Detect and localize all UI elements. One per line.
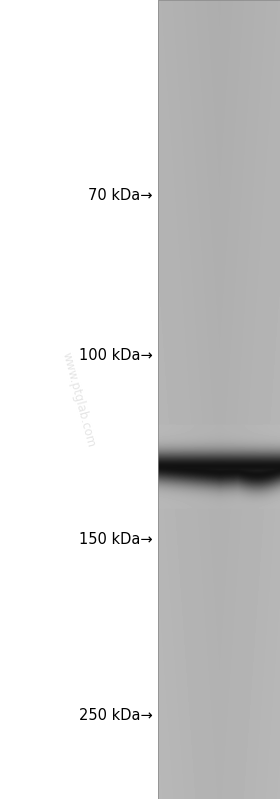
Text: 70 kDa→: 70 kDa→ (88, 189, 153, 203)
Text: 100 kDa→: 100 kDa→ (79, 348, 153, 363)
Text: www.ptglab.com: www.ptglab.com (59, 351, 97, 448)
Bar (158, 0, 280, 799)
Text: 250 kDa→: 250 kDa→ (79, 708, 153, 722)
Text: 150 kDa→: 150 kDa→ (79, 532, 153, 547)
